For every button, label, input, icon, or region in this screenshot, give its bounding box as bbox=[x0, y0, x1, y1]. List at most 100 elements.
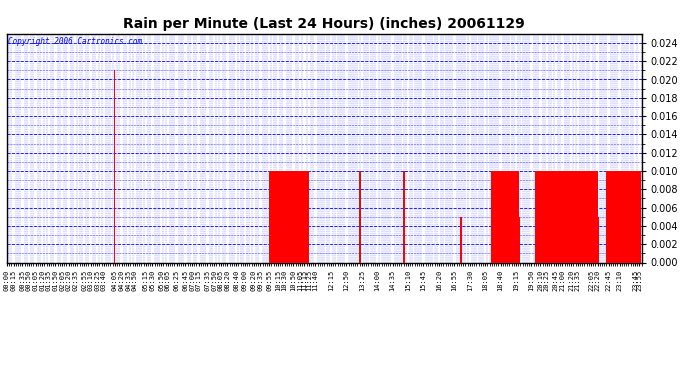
Bar bbox=[584, 171, 585, 262]
Bar bbox=[565, 171, 566, 262]
Bar bbox=[573, 171, 574, 262]
Bar bbox=[591, 171, 592, 262]
Bar bbox=[567, 171, 568, 262]
Bar bbox=[580, 171, 582, 262]
Bar bbox=[586, 171, 588, 262]
Bar bbox=[628, 171, 629, 262]
Bar bbox=[607, 171, 608, 262]
Bar bbox=[280, 171, 282, 262]
Bar bbox=[300, 171, 302, 262]
Bar bbox=[638, 171, 640, 262]
Bar bbox=[497, 171, 499, 262]
Bar bbox=[495, 171, 497, 262]
Bar bbox=[288, 171, 289, 262]
Bar bbox=[593, 171, 594, 262]
Bar bbox=[271, 171, 273, 262]
Bar bbox=[555, 171, 557, 262]
Bar bbox=[624, 171, 626, 262]
Bar bbox=[553, 171, 554, 262]
Bar bbox=[564, 171, 566, 262]
Bar bbox=[562, 171, 564, 262]
Bar bbox=[491, 171, 493, 262]
Bar bbox=[551, 171, 552, 262]
Bar bbox=[540, 171, 541, 262]
Bar bbox=[510, 171, 511, 262]
Bar bbox=[621, 171, 622, 262]
Bar bbox=[536, 171, 538, 262]
Bar bbox=[558, 171, 560, 262]
Bar bbox=[305, 171, 306, 262]
Bar bbox=[549, 171, 551, 262]
Bar bbox=[284, 171, 285, 262]
Bar bbox=[571, 171, 572, 262]
Bar bbox=[359, 171, 360, 262]
Bar bbox=[581, 171, 582, 262]
Bar bbox=[279, 171, 280, 262]
Bar bbox=[277, 171, 279, 262]
Bar bbox=[618, 171, 620, 262]
Bar bbox=[577, 171, 578, 262]
Bar bbox=[506, 171, 507, 262]
Bar bbox=[538, 171, 539, 262]
Bar bbox=[566, 171, 567, 262]
Bar bbox=[592, 171, 593, 262]
Bar bbox=[568, 171, 569, 262]
Bar bbox=[511, 171, 513, 262]
Bar bbox=[296, 171, 297, 262]
Bar bbox=[290, 171, 291, 262]
Bar bbox=[578, 171, 579, 262]
Bar bbox=[640, 171, 642, 262]
Bar bbox=[611, 171, 612, 262]
Bar bbox=[569, 171, 570, 262]
Bar bbox=[614, 171, 615, 262]
Bar bbox=[495, 171, 496, 262]
Bar bbox=[293, 171, 295, 262]
Bar bbox=[294, 171, 295, 262]
Bar bbox=[597, 171, 598, 262]
Bar bbox=[270, 171, 271, 262]
Bar bbox=[594, 171, 595, 262]
Bar bbox=[287, 171, 288, 262]
Bar bbox=[513, 171, 515, 262]
Bar bbox=[535, 171, 536, 262]
Bar bbox=[404, 171, 405, 262]
Bar bbox=[622, 171, 623, 262]
Bar bbox=[505, 171, 506, 262]
Bar bbox=[630, 171, 631, 262]
Bar bbox=[554, 171, 555, 262]
Bar bbox=[609, 171, 611, 262]
Bar bbox=[542, 171, 544, 262]
Bar bbox=[626, 171, 627, 262]
Bar bbox=[627, 171, 628, 262]
Bar bbox=[306, 171, 307, 262]
Bar bbox=[634, 171, 635, 262]
Bar bbox=[606, 171, 607, 262]
Bar bbox=[278, 171, 279, 262]
Text: Copyright 2006 Cartronics.com: Copyright 2006 Cartronics.com bbox=[8, 37, 142, 46]
Bar bbox=[549, 171, 550, 262]
Bar bbox=[598, 217, 599, 262]
Bar bbox=[570, 171, 571, 262]
Bar bbox=[636, 171, 637, 262]
Bar bbox=[631, 171, 633, 262]
Bar bbox=[303, 171, 304, 262]
Bar bbox=[608, 171, 609, 262]
Bar bbox=[625, 171, 627, 262]
Bar bbox=[632, 171, 633, 262]
Bar bbox=[637, 171, 638, 262]
Bar bbox=[613, 171, 614, 262]
Bar bbox=[539, 171, 540, 262]
Bar bbox=[571, 171, 573, 262]
Bar bbox=[537, 171, 538, 262]
Bar bbox=[268, 171, 270, 262]
Bar bbox=[273, 171, 274, 262]
Bar bbox=[286, 171, 287, 262]
Bar bbox=[638, 171, 639, 262]
Bar bbox=[555, 171, 556, 262]
Bar bbox=[518, 171, 519, 262]
Bar bbox=[546, 171, 548, 262]
Bar bbox=[635, 171, 636, 262]
Bar bbox=[504, 171, 506, 262]
Bar bbox=[292, 171, 293, 262]
Bar bbox=[593, 171, 595, 262]
